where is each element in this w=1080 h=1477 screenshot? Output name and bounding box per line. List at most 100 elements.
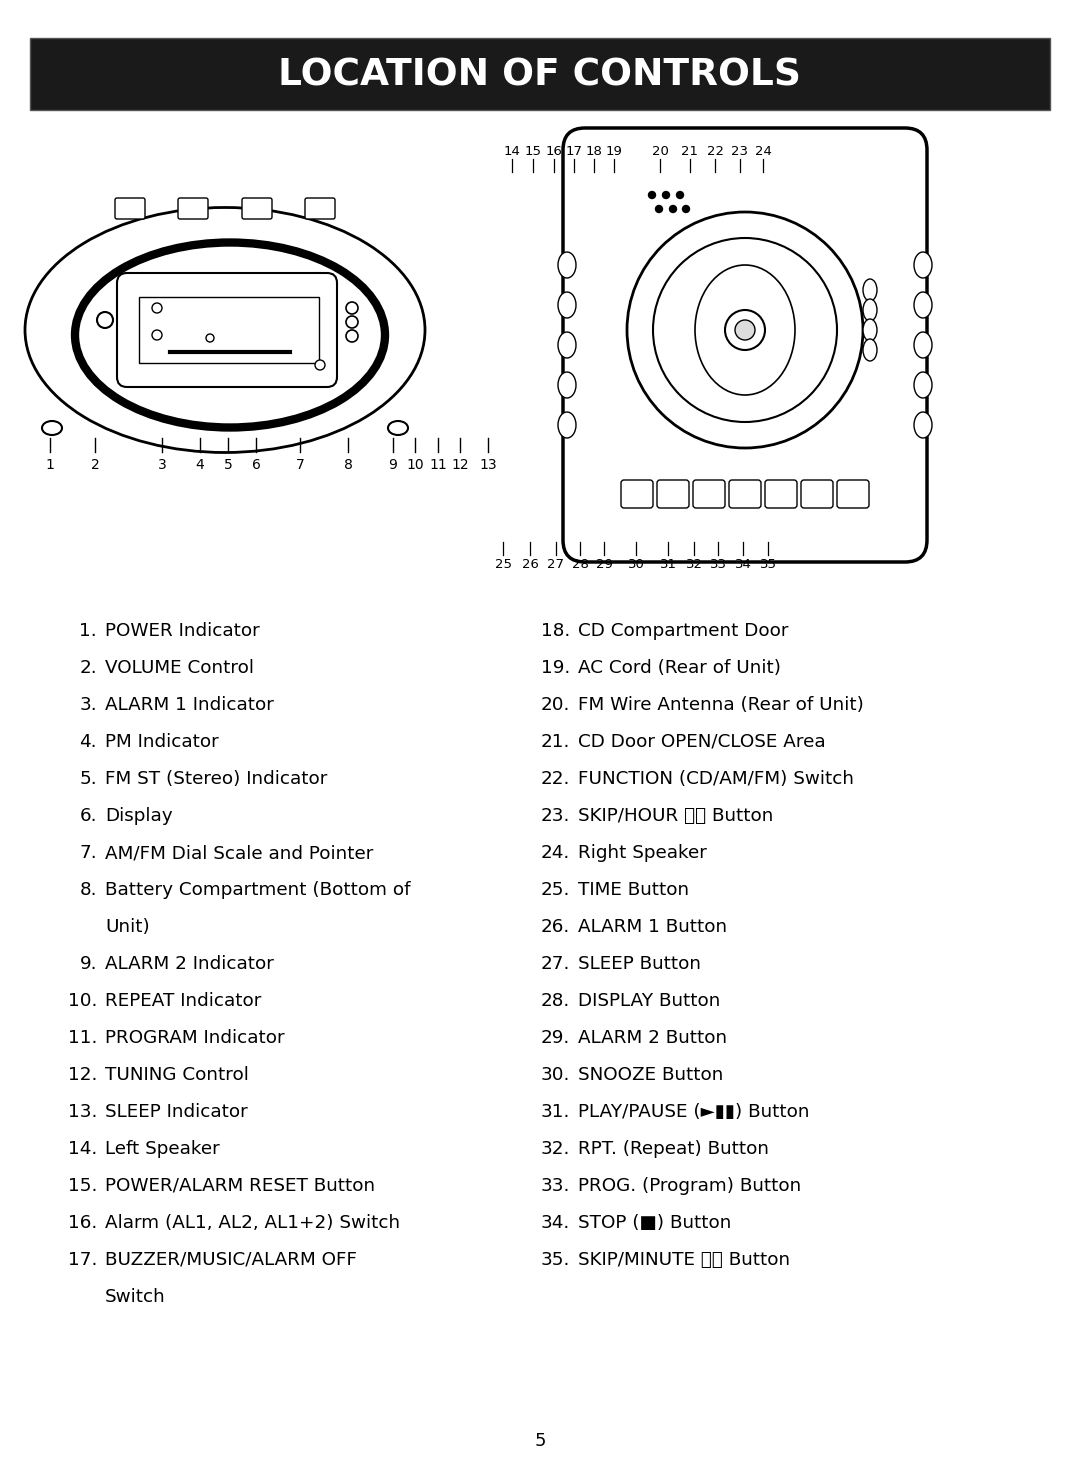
Text: 10.: 10.	[68, 993, 97, 1010]
Text: 24.: 24.	[541, 843, 570, 863]
Text: 32: 32	[686, 558, 702, 572]
Text: Battery Compartment (Bottom of: Battery Compartment (Bottom of	[105, 880, 410, 899]
Ellipse shape	[914, 292, 932, 318]
Text: 17.: 17.	[68, 1251, 97, 1269]
Text: 6.: 6.	[80, 806, 97, 826]
Text: 30.: 30.	[541, 1066, 570, 1084]
Text: Left Speaker: Left Speaker	[105, 1140, 219, 1158]
Text: VOLUME Control: VOLUME Control	[105, 659, 254, 676]
Ellipse shape	[914, 412, 932, 439]
Ellipse shape	[388, 421, 408, 436]
Text: LOCATION OF CONTROLS: LOCATION OF CONTROLS	[279, 58, 801, 93]
Ellipse shape	[558, 332, 576, 357]
Text: 16.: 16.	[68, 1214, 97, 1232]
Text: DISPLAY Button: DISPLAY Button	[578, 993, 720, 1010]
Text: 21.: 21.	[541, 733, 570, 750]
Text: CD Compartment Door: CD Compartment Door	[578, 622, 788, 640]
Ellipse shape	[863, 340, 877, 360]
FancyBboxPatch shape	[765, 480, 797, 508]
Circle shape	[735, 321, 755, 340]
Text: 21: 21	[681, 145, 699, 158]
Text: TUNING Control: TUNING Control	[105, 1066, 248, 1084]
Text: 17: 17	[566, 145, 582, 158]
Text: PROGRAM Indicator: PROGRAM Indicator	[105, 1029, 285, 1047]
Text: 13: 13	[480, 458, 497, 473]
Text: 1.: 1.	[79, 622, 97, 640]
Text: 19: 19	[606, 145, 622, 158]
Text: 5: 5	[535, 1433, 545, 1450]
Text: 18: 18	[585, 145, 603, 158]
FancyBboxPatch shape	[801, 480, 833, 508]
Text: POWER Indicator: POWER Indicator	[105, 622, 260, 640]
FancyBboxPatch shape	[305, 198, 335, 219]
Text: 27: 27	[548, 558, 565, 572]
FancyBboxPatch shape	[114, 198, 145, 219]
Text: Switch: Switch	[105, 1288, 165, 1306]
Text: 23.: 23.	[541, 806, 570, 826]
Text: REPEAT Indicator: REPEAT Indicator	[105, 993, 261, 1010]
FancyBboxPatch shape	[117, 273, 337, 387]
Text: 5.: 5.	[79, 770, 97, 789]
Text: 7.: 7.	[79, 843, 97, 863]
Text: 34.: 34.	[541, 1214, 570, 1232]
Ellipse shape	[25, 207, 426, 452]
Text: 29: 29	[595, 558, 612, 572]
Text: POWER/ALARM RESET Button: POWER/ALARM RESET Button	[105, 1177, 375, 1195]
Text: Right Speaker: Right Speaker	[578, 843, 707, 863]
Circle shape	[725, 310, 765, 350]
Text: 35: 35	[759, 558, 777, 572]
Ellipse shape	[558, 253, 576, 278]
FancyBboxPatch shape	[242, 198, 272, 219]
Text: 5: 5	[224, 458, 232, 473]
Ellipse shape	[914, 372, 932, 397]
Text: 18.: 18.	[541, 622, 570, 640]
Circle shape	[670, 205, 676, 213]
Text: 30: 30	[627, 558, 645, 572]
Circle shape	[97, 312, 113, 328]
Text: 27.: 27.	[541, 956, 570, 973]
Text: 1: 1	[45, 458, 54, 473]
Text: 8.: 8.	[80, 880, 97, 899]
Text: FM Wire Antenna (Rear of Unit): FM Wire Antenna (Rear of Unit)	[578, 696, 864, 713]
Text: 2.: 2.	[79, 659, 97, 676]
Circle shape	[206, 334, 214, 343]
Text: 12.: 12.	[68, 1066, 97, 1084]
Text: 24: 24	[755, 145, 771, 158]
Ellipse shape	[42, 421, 62, 436]
Text: PLAY/PAUSE (►▮▮) Button: PLAY/PAUSE (►▮▮) Button	[578, 1103, 810, 1121]
FancyBboxPatch shape	[729, 480, 761, 508]
FancyBboxPatch shape	[30, 38, 1050, 109]
Circle shape	[152, 329, 162, 340]
Circle shape	[315, 360, 325, 371]
Text: TIME Button: TIME Button	[578, 880, 689, 899]
Circle shape	[676, 192, 684, 198]
Text: 16: 16	[545, 145, 563, 158]
Text: 15: 15	[525, 145, 541, 158]
Text: 15.: 15.	[68, 1177, 97, 1195]
Text: SLEEP Indicator: SLEEP Indicator	[105, 1103, 247, 1121]
Circle shape	[662, 192, 670, 198]
Ellipse shape	[863, 319, 877, 341]
Text: 9.: 9.	[80, 956, 97, 973]
Text: Unit): Unit)	[105, 919, 150, 936]
Text: ALARM 2 Indicator: ALARM 2 Indicator	[105, 956, 274, 973]
Circle shape	[346, 301, 357, 315]
Text: 25: 25	[495, 558, 512, 572]
Text: CD Door OPEN/CLOSE Area: CD Door OPEN/CLOSE Area	[578, 733, 825, 750]
Text: 12: 12	[451, 458, 469, 473]
Text: 28.: 28.	[541, 993, 570, 1010]
Circle shape	[152, 303, 162, 313]
Text: Display: Display	[105, 806, 173, 826]
Circle shape	[627, 213, 863, 448]
Text: 35.: 35.	[541, 1251, 570, 1269]
Text: 33: 33	[710, 558, 727, 572]
Text: 31.: 31.	[541, 1103, 570, 1121]
Ellipse shape	[558, 292, 576, 318]
Circle shape	[656, 205, 662, 213]
Text: 3.: 3.	[79, 696, 97, 713]
Text: Alarm (AL1, AL2, AL1+2) Switch: Alarm (AL1, AL2, AL1+2) Switch	[105, 1214, 400, 1232]
Text: 23: 23	[731, 145, 748, 158]
FancyBboxPatch shape	[693, 480, 725, 508]
Circle shape	[346, 316, 357, 328]
Text: 19.: 19.	[541, 659, 570, 676]
